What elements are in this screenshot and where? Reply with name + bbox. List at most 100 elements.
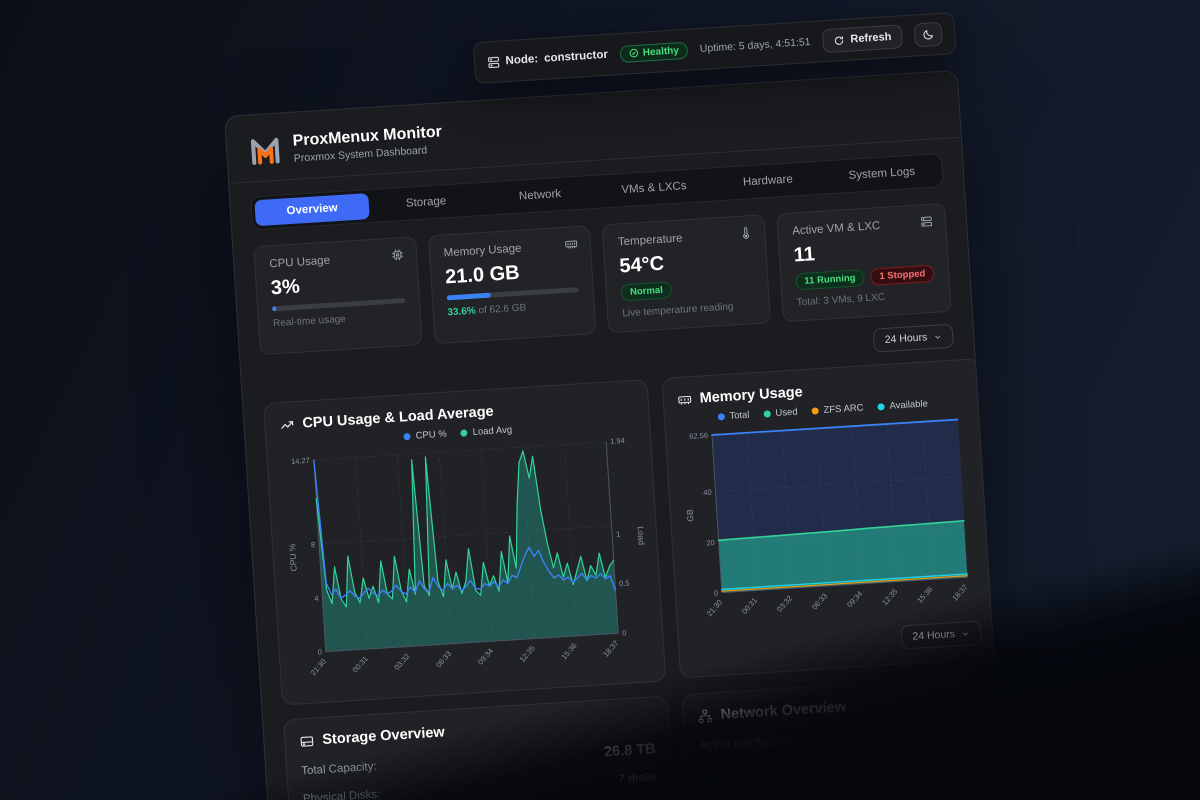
svg-text:0.5: 0.5 (619, 578, 630, 588)
tab-storage[interactable]: Storage (405, 195, 447, 210)
svg-text:15:36: 15:36 (915, 585, 934, 605)
legend-item-total: Total (717, 410, 750, 423)
memory-chart-title-row: Memory Usage (677, 374, 965, 408)
status-topbar: Node: constructor Healthy Uptime: 5 days… (472, 11, 957, 85)
time-range-select[interactable]: 24 Hours (873, 323, 954, 353)
memory-progress-track (446, 287, 580, 301)
thermometer-icon (739, 226, 753, 245)
svg-text:62.56: 62.56 (689, 431, 708, 441)
vm-card-value: 11 (793, 243, 816, 267)
svg-text:12:35: 12:35 (880, 587, 899, 607)
legend-item-available: Available (877, 398, 928, 412)
svg-text:21:30: 21:30 (705, 598, 724, 618)
memory-progress-fill (446, 292, 492, 301)
theme-toggle-button[interactable] (913, 21, 944, 48)
vm-stopped-badge: 1 Stopped (869, 264, 935, 286)
svg-text:8: 8 (311, 540, 316, 549)
cpu-chart-title-row: CPU Usage & Load Average (279, 395, 634, 433)
memory-caption-rest: of 62.6 GB (475, 302, 527, 317)
memory-icon (565, 237, 579, 256)
tab-overview[interactable]: Overview (254, 193, 370, 227)
svg-text:20: 20 (706, 538, 715, 548)
tab-vms-lxcs[interactable]: VMs & LXCs (621, 180, 687, 197)
server-icon (920, 215, 934, 234)
svg-text:15:36: 15:36 (559, 641, 578, 661)
memory-chip-icon (678, 395, 692, 405)
chevron-down-icon (935, 335, 941, 339)
time-range-value: 24 Hours (884, 331, 928, 346)
svg-text:14.27: 14.27 (291, 456, 310, 466)
health-badge-label: Healthy (642, 44, 680, 59)
memory-chart-svg: 0 20 40 62.56 21:30 00:31 03:32 06:33 09:34 12:35… (685, 418, 970, 618)
active-vm-lxc-card: Active VM & LXC 11 11 Running 1 Stopped … (776, 202, 952, 323)
svg-text:0: 0 (713, 588, 718, 597)
stat-cards-row: CPU Usage 3% Real-time usage Memory Usag… (253, 202, 952, 356)
legend-item-used: Used (763, 407, 798, 420)
svg-text:00:31: 00:31 (740, 596, 759, 616)
svg-text:Load: Load (636, 526, 647, 546)
vm-card-caption: Total: 3 VMs, 9 LXC (796, 291, 886, 309)
legend-item-cpu-: CPU % (403, 429, 447, 443)
refresh-button[interactable]: Refresh (821, 24, 904, 54)
dashboard-panel: ProxMenux Monitor Proxmox System Dashboa… (224, 69, 1012, 800)
server-node-icon (487, 56, 499, 68)
proxmenux-logo (250, 137, 280, 165)
charts-row: CPU Usage & Load Average CPU % Load Avg 0… (263, 358, 998, 706)
hard-drive-icon (300, 735, 314, 747)
svg-text:21:30: 21:30 (309, 657, 328, 677)
memory-card-caption: 33.6% of 62.6 GB (447, 299, 580, 318)
memory-chart-title: Memory Usage (699, 384, 804, 407)
vm-card-label: Active VM & LXC (791, 220, 881, 238)
svg-text:03:32: 03:32 (775, 594, 794, 614)
refresh-icon (834, 35, 844, 45)
svg-text:0: 0 (317, 647, 322, 656)
memory-card-label: Memory Usage (443, 242, 522, 260)
temperature-card-caption: Live temperature reading (622, 301, 734, 320)
node-info: Node: constructor (486, 48, 608, 69)
svg-text:1: 1 (616, 529, 621, 538)
dashboard-scene: Node: constructor Healthy Uptime: 5 days… (224, 11, 1012, 800)
svg-text:GB: GB (685, 509, 696, 522)
svg-text:4: 4 (314, 594, 319, 603)
temperature-badges: Normal (620, 276, 754, 302)
memory-card-value: 21.0 GB (444, 261, 521, 289)
tab-network[interactable]: Network (518, 188, 562, 203)
temperature-card-label: Temperature (617, 232, 683, 249)
health-badge: Healthy (619, 41, 689, 63)
legend-item-zfs-arc: ZFS ARC (811, 402, 864, 416)
app-header: ProxMenux Monitor Proxmox System Dashboa… (246, 86, 941, 181)
svg-text:03:32: 03:32 (392, 652, 411, 672)
cpu-progress-fill (272, 306, 277, 312)
memory-caption-percent: 33.6% (447, 305, 477, 319)
cpu-chart-svg: 0 4 8 14.27 0 0.5 1 1.94 21:30 00:31 03:32 06:33 09:… (287, 436, 647, 677)
trending-up-icon (281, 420, 294, 429)
vm-running-badge: 11 Running (794, 269, 866, 291)
range-selector-row: 24 Hours (261, 323, 954, 391)
storage-title-row: Storage Overview (299, 711, 654, 749)
svg-text:40: 40 (703, 488, 712, 498)
cpu-card-label: CPU Usage (269, 254, 331, 271)
node-name: constructor (543, 48, 609, 65)
cpu-load-chart-card: CPU Usage & Load Average CPU % Load Avg 0… (263, 378, 667, 706)
moon-icon (923, 29, 934, 40)
memory-usage-card: Memory Usage 21.0 GB 33.6% of 62.6 GB (427, 225, 597, 345)
refresh-button-label: Refresh (850, 30, 892, 46)
svg-text:0: 0 (622, 628, 627, 637)
tab-hardware[interactable]: Hardware (742, 173, 794, 189)
svg-text:06:33: 06:33 (434, 649, 453, 669)
temperature-status-badge: Normal (620, 281, 673, 302)
svg-text:18:37: 18:37 (601, 639, 620, 659)
cpu-card-value: 3% (270, 275, 301, 300)
svg-text:06:33: 06:33 (810, 591, 829, 611)
memory-chart-card: Memory Usage Total Used ZFS ARC Available 0… (661, 358, 998, 679)
legend-item-load-avg: Load Avg (460, 425, 512, 439)
temperature-card-value: 54°C (618, 252, 665, 278)
svg-text:CPU %: CPU % (287, 543, 299, 572)
tab-system-logs[interactable]: System Logs (848, 165, 916, 182)
vm-badges: 11 Running 1 Stopped (794, 264, 935, 291)
app-title-block: ProxMenux Monitor Proxmox System Dashboa… (292, 123, 443, 164)
svg-text:09:34: 09:34 (845, 589, 864, 609)
svg-text:1.94: 1.94 (610, 436, 625, 446)
storage-overview-card: Storage Overview Total Capacity:26.8 TBP… (283, 695, 674, 800)
